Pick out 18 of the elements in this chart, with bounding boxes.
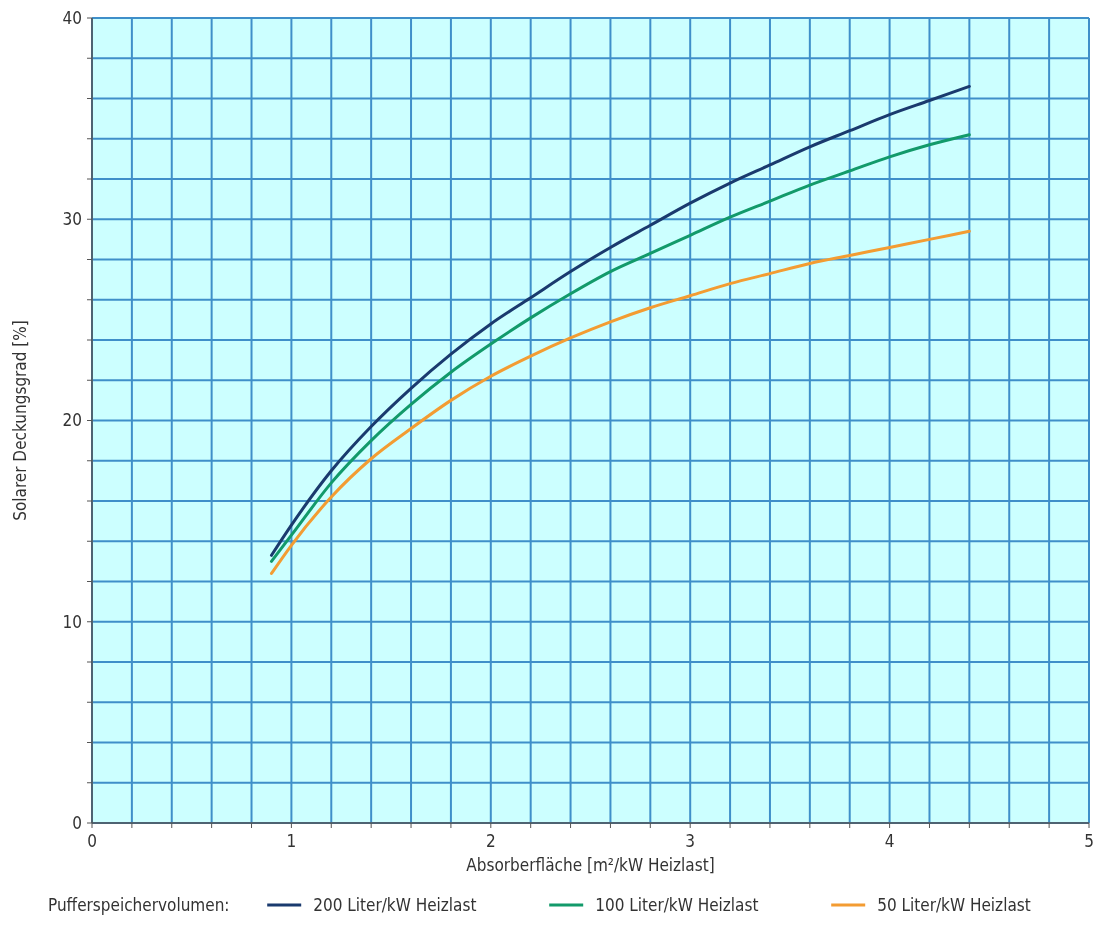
- x-tick-label: 1: [286, 831, 297, 851]
- y-tick-label: 10: [62, 611, 82, 632]
- x-axis-title: Absorberfläche [m²/kW Heizlast]: [466, 855, 715, 875]
- legend-label: 50 Liter/kW Heizlast: [877, 894, 1031, 915]
- line-series: [269, 229, 971, 575]
- legend-label: 200 Liter/kW Heizlast: [313, 894, 477, 915]
- x-tick-label: 3: [685, 831, 696, 851]
- x-tick-label: 4: [884, 831, 895, 851]
- x-tick-label: 2: [485, 831, 496, 851]
- y-tick-label: 0: [72, 812, 82, 833]
- y-tick-label: 20: [62, 410, 82, 431]
- legend-label: 100 Liter/kW Heizlast: [595, 894, 759, 915]
- legend-title: Pufferspeichervolumen:: [48, 894, 230, 915]
- x-tick-label: 0: [87, 831, 97, 851]
- y-tick-label: 30: [62, 209, 82, 230]
- x-tick-label: 5: [1084, 831, 1094, 851]
- y-tick-label: 40: [62, 7, 82, 28]
- y-axis-title: Solarer Deckungsgrad [%]: [10, 320, 30, 521]
